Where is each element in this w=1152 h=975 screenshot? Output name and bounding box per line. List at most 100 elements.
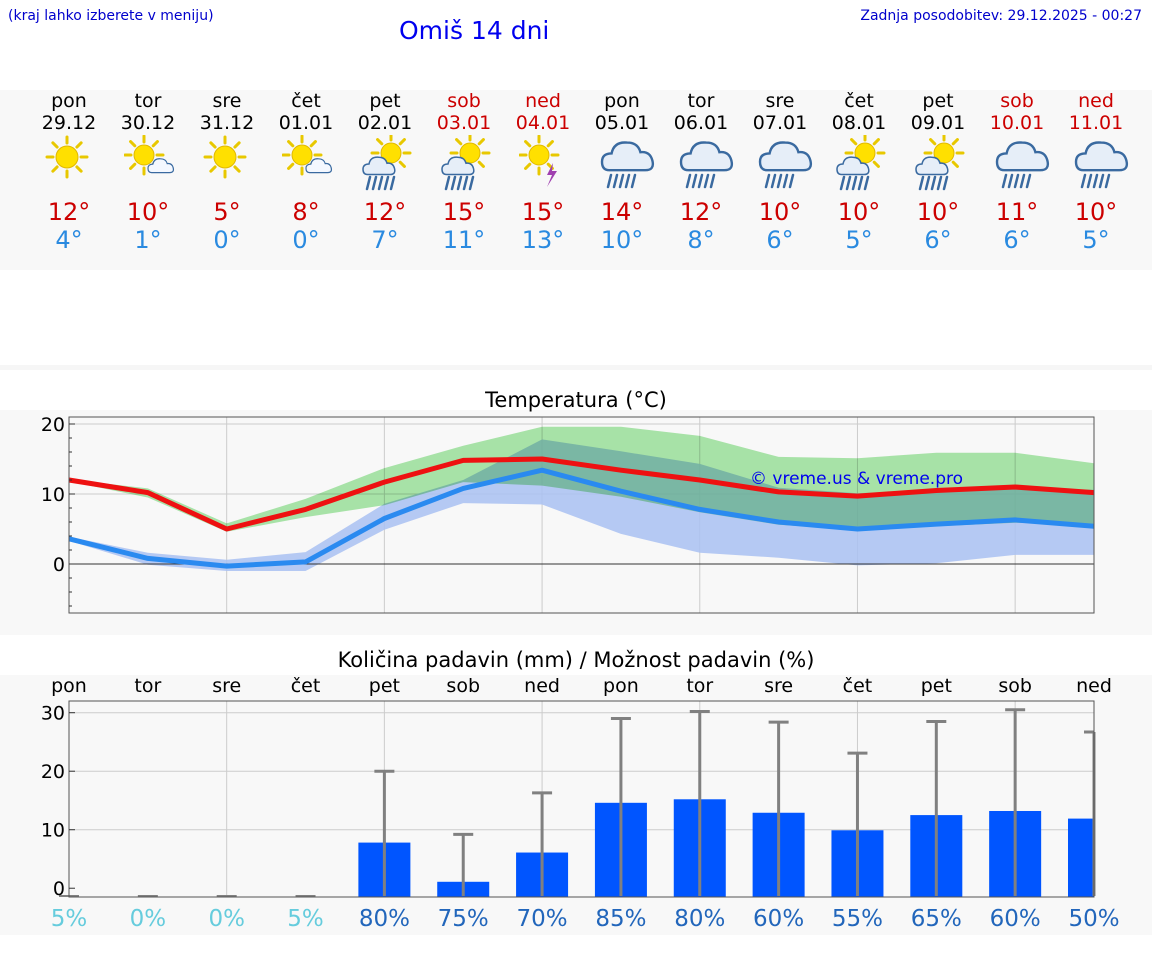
day-high-temp: 12° xyxy=(363,198,407,226)
day-low-temp: 7° xyxy=(371,226,399,254)
temp-chart-title: Temperatura (°C) xyxy=(485,388,667,412)
precip-probability: 60% xyxy=(990,906,1041,932)
plot-frame xyxy=(68,700,1095,898)
day-low-temp: 1° xyxy=(134,226,162,254)
cloud-rain-icon xyxy=(756,135,816,197)
day-date: 10.01 xyxy=(989,112,1045,134)
day-high-temp: 10° xyxy=(126,198,170,226)
cloud-rain-icon xyxy=(598,135,658,197)
day-low-temp: 6° xyxy=(1003,226,1031,254)
precip-day-label: tor xyxy=(134,675,161,697)
sun-cloud-icon xyxy=(281,134,342,197)
day-date: 30.12 xyxy=(120,112,176,134)
day-name: pet xyxy=(369,90,401,112)
day-high-temp: 11° xyxy=(995,198,1039,226)
day-date: 11.01 xyxy=(1068,112,1124,134)
precip-day-label: čet xyxy=(291,675,321,697)
max-temp-line xyxy=(68,456,1095,532)
day-date: 05.01 xyxy=(594,112,650,134)
day-low-temp: 5° xyxy=(845,226,873,254)
precip-probability: 80% xyxy=(359,906,410,932)
day-low-temp: 4° xyxy=(55,226,83,254)
day-high-temp: 15° xyxy=(521,198,565,226)
day-date: 08.01 xyxy=(831,112,887,134)
precip-day-label: sob xyxy=(446,675,480,697)
day-high-temp: 10° xyxy=(758,198,802,226)
precip-probability: 80% xyxy=(674,906,725,932)
y-tick-label: 30 xyxy=(41,703,65,725)
day-date: 04.01 xyxy=(515,112,571,134)
precip-day-label: pon xyxy=(603,675,639,697)
precip-day-label: pet xyxy=(369,675,400,697)
day-name: ned xyxy=(525,90,561,112)
y-tick-label: 10 xyxy=(41,820,65,842)
sun-cloud-rain-icon xyxy=(914,132,974,197)
precip-probability: 65% xyxy=(911,906,962,932)
day-high-temp: 10° xyxy=(837,198,881,226)
day-name: čet xyxy=(291,90,321,112)
day-name: sob xyxy=(1000,90,1034,112)
day-date: 29.12 xyxy=(41,112,97,134)
day-date: 31.12 xyxy=(199,112,255,134)
day-low-temp: 10° xyxy=(600,226,644,254)
day-high-temp: 12° xyxy=(47,198,91,226)
precipitation-chart: pon tor sre čet pet sob ned pon tor sre čet pet sob n… xyxy=(41,675,1120,932)
day-low-temp: 8° xyxy=(687,226,715,254)
day-name: tor xyxy=(134,90,162,112)
precip-probability: 0% xyxy=(130,906,167,932)
precip-probability: 70% xyxy=(517,906,568,932)
precip-probability: 85% xyxy=(595,906,646,932)
sun-cloud-rain-icon xyxy=(835,132,895,197)
day-name: sre xyxy=(212,90,242,112)
temperature-chart: 20 10 0 © vreme.us & vreme.pro xyxy=(41,414,1095,614)
precip-day-label: sre xyxy=(764,675,793,697)
precip-chart-title: Količina padavin (mm) / Možnost padavin … xyxy=(337,648,815,672)
y-tick-label: 10 xyxy=(41,484,65,506)
day-high-temp: 12° xyxy=(679,198,723,226)
day-high-temp: 14° xyxy=(600,198,644,226)
day-date: 09.01 xyxy=(910,112,966,134)
precip-probability: 60% xyxy=(753,906,804,932)
day-high-temp: 10° xyxy=(1074,198,1118,226)
min-temp-line xyxy=(68,467,1095,569)
precip-probability: 5% xyxy=(51,906,88,932)
day-name: ned xyxy=(1078,90,1114,112)
day-date: 03.01 xyxy=(436,112,492,134)
day-date: 06.01 xyxy=(673,112,729,134)
precip-day-label: sob xyxy=(998,675,1032,697)
sun-cloud-rain-icon xyxy=(361,132,421,197)
y-tick-label: 0 xyxy=(53,878,65,900)
day-date: 02.01 xyxy=(357,112,413,134)
separator xyxy=(0,365,1152,370)
precip-day-label: ned xyxy=(1076,675,1112,697)
day-low-temp: 6° xyxy=(766,226,794,254)
day-name: tor xyxy=(687,90,715,112)
day-date: 01.01 xyxy=(278,112,334,134)
precip-day-label: ned xyxy=(524,675,560,697)
day-low-temp: 0° xyxy=(292,226,320,254)
day-high-temp: 5° xyxy=(213,198,241,226)
day-name: pon xyxy=(604,90,640,112)
day-name: čet xyxy=(844,90,874,112)
day-high-temp: 10° xyxy=(916,198,960,226)
page-title: Omiš 14 dni xyxy=(399,16,550,45)
day-name: sob xyxy=(447,90,481,112)
sun-icon xyxy=(203,135,263,197)
day-high-temp: 15° xyxy=(442,198,486,226)
day-low-temp: 0° xyxy=(213,226,241,254)
sun-cloud-rain-icon xyxy=(440,132,500,197)
sun-thunder-icon xyxy=(518,134,579,197)
y-tick-label: 20 xyxy=(41,414,65,436)
precip-day-label: tor xyxy=(686,675,713,697)
day-name: pon xyxy=(51,90,87,112)
day-low-temp: 13° xyxy=(521,226,565,254)
menu-hint: (kraj lahko izberete v meniju) xyxy=(8,8,214,24)
day-date: 07.01 xyxy=(752,112,808,134)
day-low-temp: 6° xyxy=(924,226,952,254)
cloud-rain-icon xyxy=(993,135,1053,197)
y-tick-label: 20 xyxy=(41,761,65,783)
precip-probability: 5% xyxy=(287,906,324,932)
day-name: pet xyxy=(922,90,954,112)
sun-cloud-icon xyxy=(123,134,184,197)
forecast-band xyxy=(0,90,1152,270)
